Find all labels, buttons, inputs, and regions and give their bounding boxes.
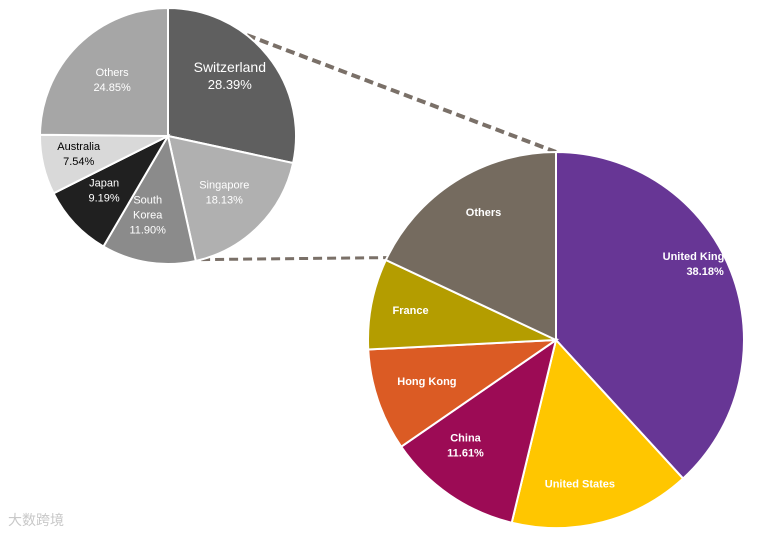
pie-chart-destination: United Kingdom 38.18% United States China 11…	[367, 150, 748, 529]
pie0-slice-switzerland	[167, 6, 298, 165]
pie1-slice-united-kingdom	[555, 150, 745, 480]
pie1-slice-china	[399, 337, 558, 524]
pie1-label-others: Others	[466, 207, 501, 219]
pie1-label-china-percent: 11.61%	[447, 448, 484, 460]
pie0-label-south-korea: Korea	[133, 209, 163, 221]
connector-lines	[201, 33, 557, 262]
pie0-label-australia: Australia	[57, 141, 101, 153]
pie0-slice-singapore	[166, 134, 295, 263]
pie0-label-switzerland-percent: 28.39%	[208, 77, 253, 92]
pie0-label-others-percent: 24.85%	[93, 82, 131, 94]
watermark-text: 大数跨境	[8, 513, 64, 529]
pie1-slice-france	[367, 258, 557, 351]
pie0-slice-others	[38, 6, 169, 138]
pie0-label-singapore-percent: 18.13%	[206, 194, 244, 206]
pie0-label-others: Others	[96, 67, 130, 79]
pie1-label-china: China	[450, 433, 481, 445]
pie1-label-united-kingdom-percent: 38.18%	[686, 266, 724, 278]
pie-chart-singapore-source: Switzerland 28.39% Singapore 18.13% South Kor…	[38, 6, 298, 265]
pie0-label-singapore: Singapore	[199, 179, 249, 191]
pie0-label-australia-percent: 7.54%	[63, 156, 94, 168]
connector-line-bottom	[201, 256, 388, 262]
pie0-label-south-korea: South	[133, 194, 162, 206]
pie1-label-hong-kong: Hong Kong	[397, 376, 456, 388]
pie0-slice-south-korea	[102, 133, 197, 265]
pie0-label-japan: Japan	[89, 178, 119, 190]
pie0-label-japan-percent: 9.19%	[88, 193, 119, 205]
pie0-label-switzerland: Switzerland	[194, 59, 266, 75]
pie0-label-south-korea-percent: 11.90%	[129, 224, 166, 236]
pie1-label-united-kingdom: United Kingdom	[663, 251, 748, 263]
pie1-slice-others	[384, 150, 557, 342]
pie1-slice-united-states	[510, 337, 685, 529]
pie1-slice-hong-kong	[367, 338, 560, 449]
pie1-label-france: France	[393, 305, 429, 317]
pie1-label-united-states: United States	[545, 479, 615, 491]
